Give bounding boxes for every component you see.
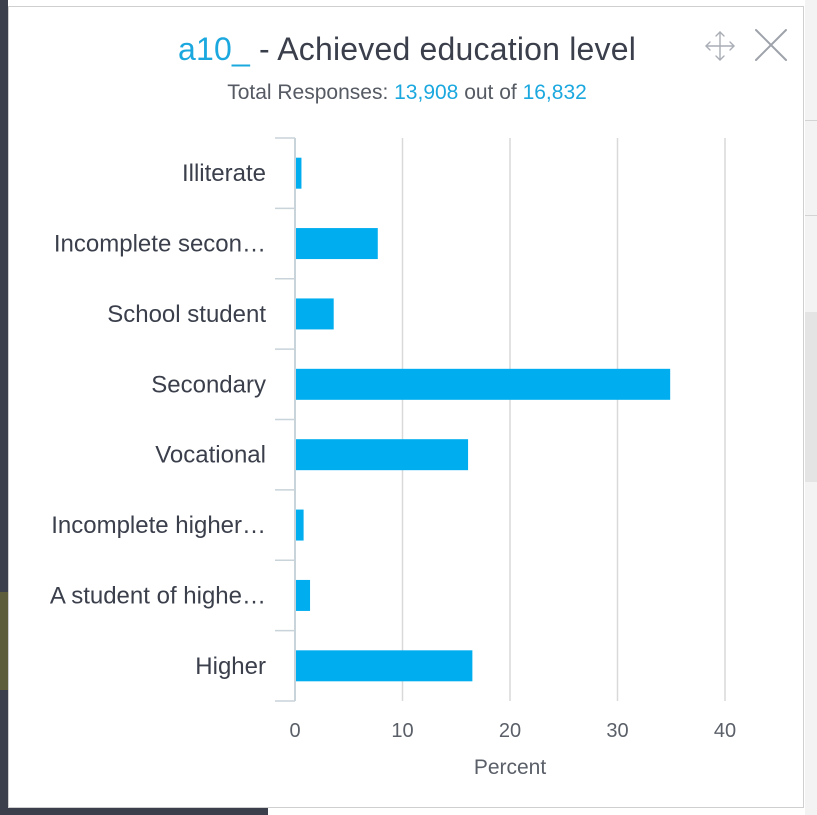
move-icon[interactable] [703, 29, 737, 63]
responses-count: 13,908 [394, 81, 459, 104]
backdrop-panel-bottom [0, 806, 268, 815]
question-code: a10_ [177, 31, 250, 67]
chart-title: a10_ - Achieved education level [9, 31, 805, 68]
question-label: - Achieved education level [249, 31, 637, 67]
backdrop-divider [805, 120, 817, 121]
close-icon[interactable] [753, 27, 789, 63]
backdrop-panel-left [0, 0, 8, 815]
responses-prefix: Total Responses: [227, 81, 395, 104]
backdrop-block [805, 312, 817, 482]
responses-total: 16,832 [522, 81, 587, 104]
responses-middle: out of [458, 81, 523, 104]
chart-modal: a10_ - Achieved education level Total Re… [8, 6, 804, 808]
backdrop-panel-accent [0, 592, 8, 690]
backdrop-divider [805, 215, 817, 216]
response-summary: Total Responses: 13,908 out of 16,832 [9, 81, 805, 105]
